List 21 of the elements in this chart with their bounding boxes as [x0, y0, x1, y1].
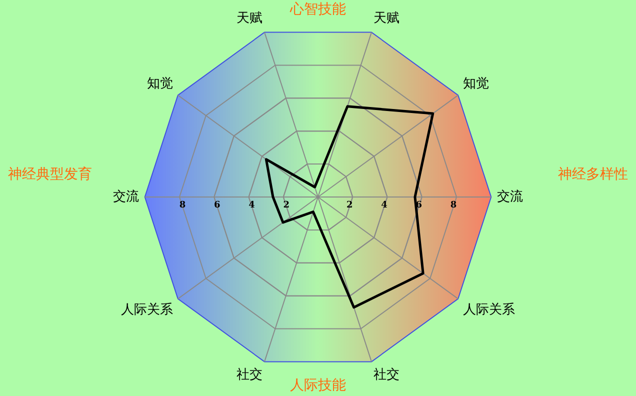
spoke-label: 人际关系 [462, 302, 515, 318]
text: 神经典型发育 [8, 166, 92, 183]
spoke-label: 天赋 [236, 11, 263, 26]
y-tick-label: 4 [248, 200, 255, 210]
y-tick-label: 2 [283, 200, 290, 210]
spoke-label: 社交 [373, 366, 400, 383]
spoke-label: 知觉 [462, 76, 489, 92]
spoke-label: 知觉 [147, 76, 174, 92]
text: 神经多样性 [558, 166, 628, 183]
y-tick-label: 8 [450, 200, 457, 210]
text: 心智技能 [289, 2, 346, 18]
y-tick-label: 8 [179, 200, 186, 210]
y-tick-label: 6 [214, 200, 220, 210]
spoke-label: 社交 [236, 366, 263, 383]
y-tick-label: 4 [381, 200, 388, 210]
y-tick-label: 2 [346, 200, 353, 210]
spoke-label: 交流 [497, 188, 524, 204]
text: 人际技能 [290, 378, 346, 394]
spoke-label: 人际关系 [121, 302, 174, 318]
spoke-label: 天赋 [373, 11, 400, 26]
spoke-label: 交流 [112, 188, 139, 204]
